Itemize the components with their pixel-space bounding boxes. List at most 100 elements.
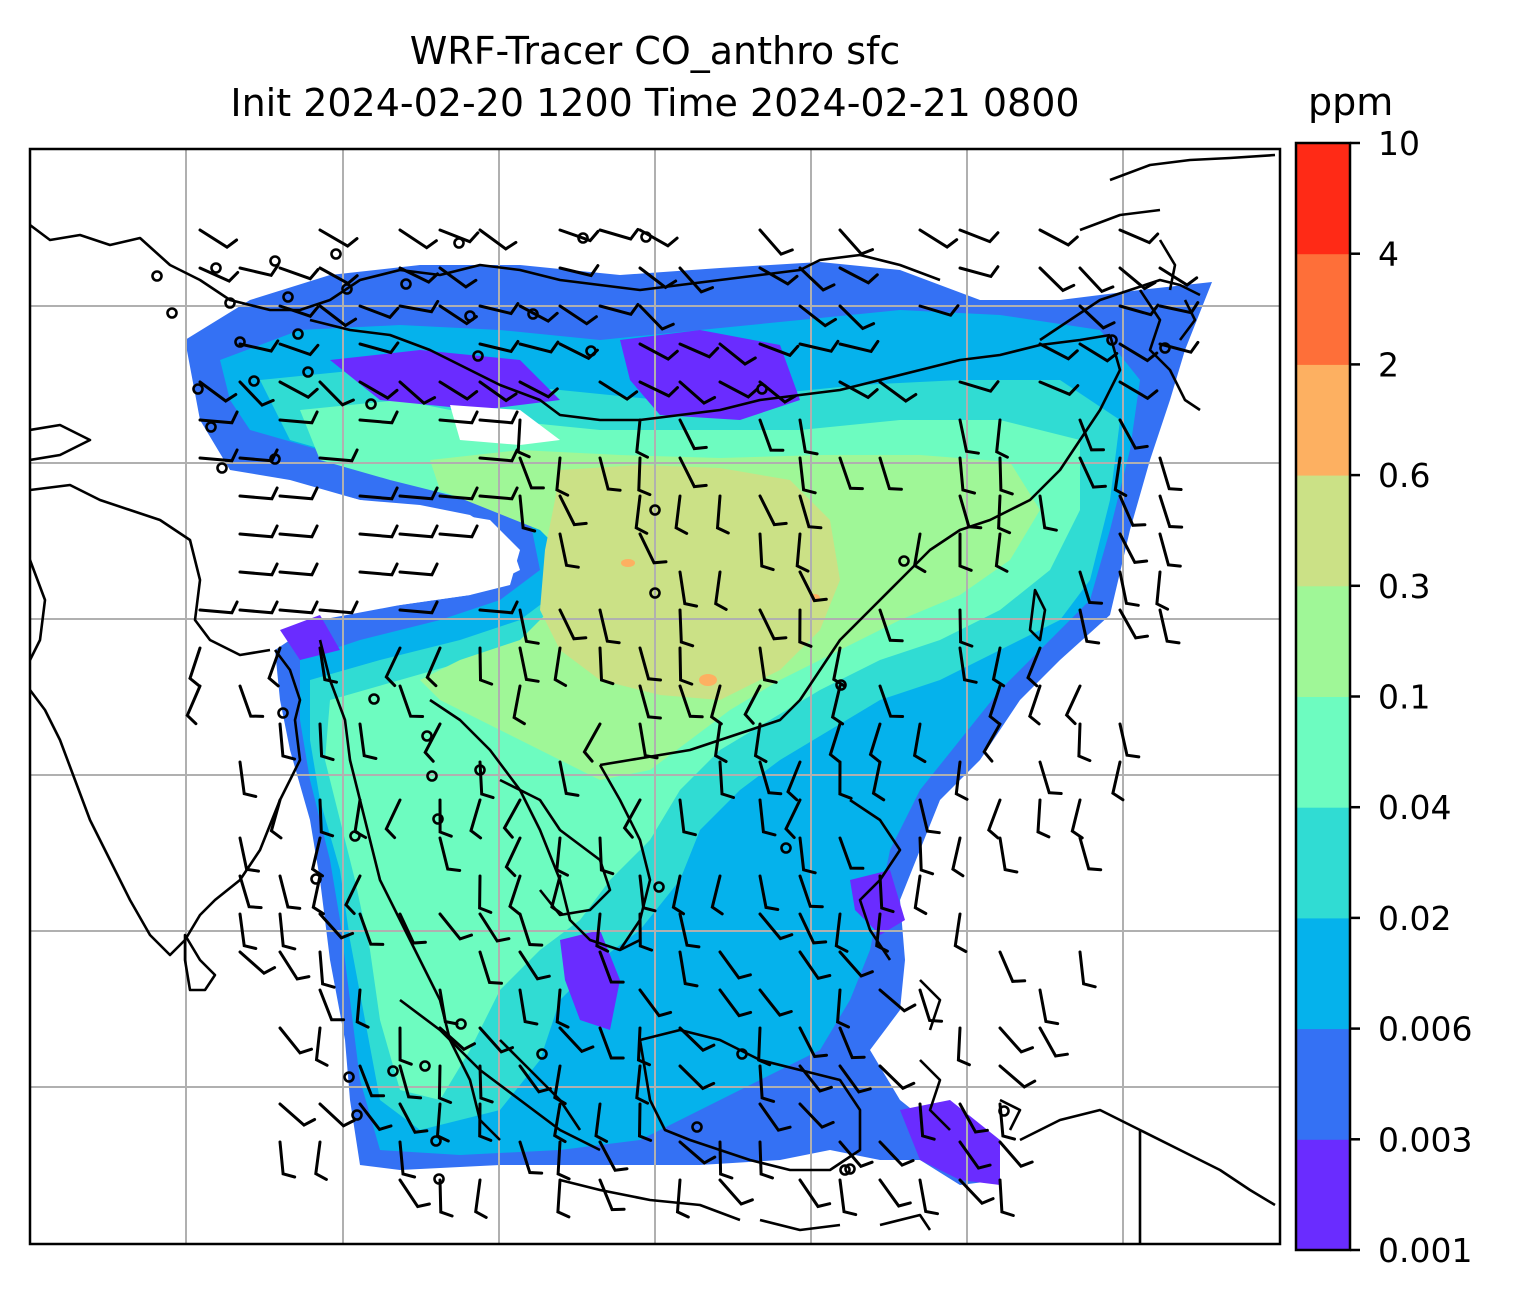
wind-barb [518, 340, 560, 354]
wind-barb [469, 798, 483, 840]
wind-barb [478, 340, 520, 354]
wind-barb [1118, 570, 1140, 607]
colorbar-segment [1296, 917, 1350, 1030]
wind-barb [638, 722, 659, 760]
wind-barb [512, 684, 526, 726]
wind-barb [398, 228, 438, 250]
wind-barb [958, 456, 976, 495]
wind-barb [555, 988, 570, 1029]
wind-barb [438, 1178, 454, 1218]
wind-barb [1078, 342, 1119, 363]
calm-wind-marker [1106, 334, 1118, 346]
field-band-0.001 [850, 870, 905, 935]
wind-barb [918, 798, 941, 835]
wind-barb [478, 1064, 494, 1104]
wind-barb [310, 836, 324, 878]
wind-barb [598, 1026, 625, 1060]
calm-wind-marker [302, 366, 314, 378]
wind-barb [982, 722, 1002, 763]
wind-barb [198, 380, 238, 403]
wind-barb [635, 418, 649, 459]
wind-barb [398, 1064, 423, 1100]
colorbar-segment [1296, 807, 1350, 919]
wind-barb [798, 874, 824, 909]
wind-barb [558, 342, 599, 361]
calm-wind-marker [419, 1060, 431, 1072]
wind-barb [798, 912, 828, 945]
colorbar-tick-label: 0.001 [1378, 1231, 1472, 1270]
wind-barb [671, 874, 685, 916]
wind-barb [344, 874, 362, 915]
wind-barb [278, 1026, 313, 1055]
wind-barb [278, 524, 319, 539]
wind-barb [398, 1102, 429, 1134]
wind-barb [1026, 646, 1042, 688]
wind-barb [875, 912, 889, 953]
wind-barb [714, 570, 728, 611]
wind-barb [478, 600, 519, 615]
wind-barb [758, 266, 799, 286]
wind-barb [516, 418, 531, 459]
wind-barb [918, 836, 935, 876]
wind-barb [918, 304, 960, 317]
wind-barb [838, 266, 879, 285]
calm-wind-marker [343, 1071, 355, 1083]
wind-barb [278, 912, 297, 951]
wind-barb [638, 228, 679, 248]
wind-barb [1078, 608, 1101, 645]
wind-barb [318, 722, 335, 762]
wind-barb [518, 1140, 544, 1175]
wind-barb [238, 524, 279, 539]
wind-barb [678, 342, 720, 359]
wind-barb [384, 646, 402, 688]
wind-barb [758, 874, 780, 911]
wind-barb [478, 448, 519, 463]
wind-barb [267, 646, 282, 688]
wind-barb [318, 1102, 356, 1128]
wind-barb [478, 950, 503, 985]
wind-barb [951, 836, 965, 878]
wind-barb [758, 912, 794, 941]
wind-barb [188, 646, 202, 688]
wind-barb [438, 410, 479, 425]
wind-barb [1118, 532, 1149, 565]
calm-wind-marker [691, 1121, 703, 1133]
wind-barb [518, 494, 537, 533]
field-band-0.001 [330, 350, 560, 410]
wind-barb [1078, 950, 1097, 989]
calm-wind-marker [224, 297, 236, 309]
wind-barb [958, 608, 974, 648]
wind-barb [878, 380, 918, 403]
wind-barb [438, 228, 480, 244]
wind-barb [878, 1140, 915, 1167]
wind-barb [674, 494, 689, 535]
wind-barb [558, 494, 588, 527]
wind-barb [1078, 836, 1103, 872]
colorbar-segment [1296, 253, 1350, 365]
wind-barb [598, 646, 615, 686]
wind-barb [1118, 494, 1147, 527]
wind-barb [828, 722, 842, 764]
wind-barb [438, 798, 453, 838]
calm-wind-marker [835, 679, 847, 691]
wind-barb [318, 988, 346, 1022]
wind-barb [998, 1140, 1034, 1168]
wind-barb [508, 874, 522, 916]
wind-barb [594, 1102, 609, 1143]
wind-barb [718, 950, 752, 980]
wind-barb [318, 448, 359, 463]
wind-barb [1155, 570, 1170, 611]
calm-wind-marker [282, 291, 294, 303]
wind-barb [318, 266, 359, 286]
wind-barb [638, 988, 673, 1018]
wind-barb [318, 646, 338, 684]
wind-barb [353, 798, 368, 839]
wind-barb [278, 380, 319, 400]
wind-barb [558, 532, 580, 569]
wind-barb [678, 798, 697, 837]
wind-barb [474, 1178, 488, 1219]
wind-barb [678, 570, 699, 608]
wind-barb [638, 646, 662, 682]
wind-barb [638, 874, 657, 913]
wind-barb [838, 1140, 874, 1169]
